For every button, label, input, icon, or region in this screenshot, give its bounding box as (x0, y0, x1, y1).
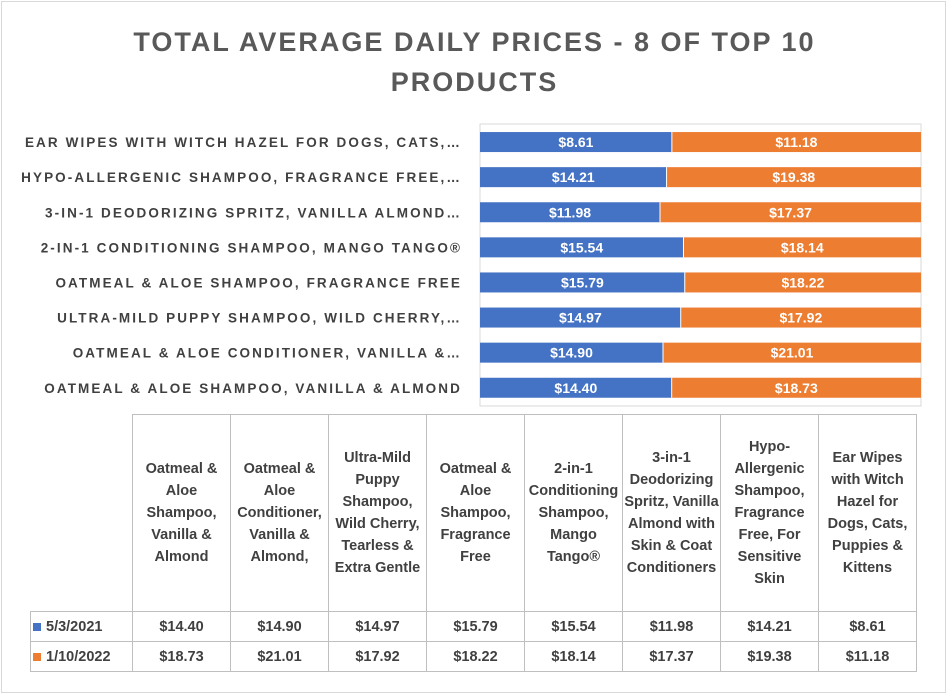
chart-title-text: TOTAL AVERAGE DAILY PRICES - 8 OF TOP 10… (133, 27, 816, 97)
table-cell: $14.97 (328, 611, 427, 642)
bar-series-1 (480, 377, 672, 398)
data-label: $19.38 (772, 169, 815, 185)
table-cell: $11.18 (818, 641, 917, 672)
table-cell: $8.61 (818, 611, 917, 642)
category-label: ULTRA-MILD PUPPY SHAMPOO, WILD CHERRY,… (57, 311, 462, 326)
table-cell: $17.92 (328, 641, 427, 672)
bar-series-1 (480, 307, 681, 328)
table-cell: $18.22 (426, 641, 525, 672)
data-label: $14.90 (550, 345, 593, 361)
legend-entry: 1/10/2022 (30, 641, 133, 672)
table-column-header: Ear Wipes with Witch Hazel for Dogs, Cat… (818, 414, 917, 612)
data-label: $14.97 (559, 310, 602, 326)
table-column-header: Ultra-Mild Puppy Shampoo, Wild Cherry, T… (328, 414, 427, 612)
table-column-header: Oatmeal & Aloe Conditioner, Vanilla & Al… (230, 414, 329, 612)
legend-swatch (33, 622, 41, 631)
legend-label: 1/10/2022 (46, 648, 111, 665)
table-column-header: 2-in-1 Conditioning Shampoo, Mango Tango… (524, 414, 623, 612)
table-corner (30, 414, 133, 612)
bar-series-2 (680, 307, 921, 328)
data-label: $8.61 (558, 134, 593, 150)
table-cell: $21.01 (230, 641, 329, 672)
bar-series-2 (660, 202, 921, 223)
category-label: 2-IN-1 CONDITIONING SHAMPOO, MANGO TANGO… (41, 240, 462, 255)
category-label: OATMEAL & ALOE CONDITIONER, VANILLA &… (73, 346, 462, 361)
data-label: $11.98 (549, 204, 591, 220)
table-row: 5/3/2021 $14.40 $14.90 $14.97 $15.79 $15.54 $1… (30, 611, 917, 642)
bar-series-1 (480, 132, 672, 153)
category-label: HYPO-ALLERGENIC SHAMPOO, FRAGRANCE FREE,… (21, 170, 462, 185)
legend-swatch (33, 652, 41, 661)
data-label: $21.01 (771, 345, 814, 361)
data-label: $17.92 (779, 310, 822, 326)
chart-title: TOTAL AVERAGE DAILY PRICES - 8 OF TOP 10… (0, 22, 949, 102)
table-column-header: Hypo-Allergenic Shampoo, Fragrance Free,… (720, 414, 819, 612)
bar-series-1 (480, 272, 685, 293)
category-label: 3-IN-1 DEODORIZING SPRITZ, VANILLA ALMON… (45, 205, 462, 220)
table-column-header: Oatmeal & Aloe Shampoo, Fragrance Free (426, 414, 525, 612)
table-header-row: Oatmeal & Aloe Shampoo, Vanilla & Almond… (30, 414, 917, 612)
table-cell: $17.37 (622, 641, 721, 672)
data-table: Oatmeal & Aloe Shampoo, Vanilla & Almond… (30, 414, 917, 672)
bar-series-1 (480, 237, 684, 258)
data-label: $11.18 (775, 134, 817, 150)
data-label: $18.73 (775, 380, 818, 396)
table-cell: $14.90 (230, 611, 329, 642)
table-cell: $14.40 (132, 611, 231, 642)
category-label: EAR WIPES WITH WITCH HAZEL FOR DOGS, CAT… (25, 135, 462, 150)
data-label: $15.54 (560, 239, 603, 255)
data-label: $14.21 (552, 169, 595, 185)
legend-label: 5/3/2021 (46, 618, 103, 635)
table-column-header: Oatmeal & Aloe Shampoo, Vanilla & Almond (132, 414, 231, 612)
data-label: $17.37 (769, 204, 812, 220)
bar-series-1 (480, 202, 661, 223)
bar-series-2 (684, 272, 921, 293)
table-column-header: 3-in-1 Deodorizing Spritz, Vanilla Almon… (622, 414, 721, 612)
category-label: OATMEAL & ALOE SHAMPOO, VANILLA & ALMOND (44, 381, 462, 396)
bar-series-2 (671, 132, 921, 153)
table-cell: $18.14 (524, 641, 623, 672)
table-cell: $15.54 (524, 611, 623, 642)
bar-series-2 (671, 377, 921, 398)
bar-series-2 (666, 167, 921, 188)
table-cell: $18.73 (132, 641, 231, 672)
data-label: $18.22 (781, 274, 824, 290)
data-label: $14.40 (554, 380, 597, 396)
table-row: 1/10/2022 $18.73 $21.01 $17.92 $18.22 $18.14 $… (30, 641, 917, 672)
data-label: $18.14 (781, 239, 824, 255)
bar-series-1 (480, 167, 667, 188)
bar-series-2 (662, 342, 921, 363)
table-cell: $15.79 (426, 611, 525, 642)
table-cell: $19.38 (720, 641, 819, 672)
category-label: OATMEAL & ALOE SHAMPOO, FRAGRANCE FREE (55, 275, 462, 290)
bar-series-1 (480, 342, 663, 363)
legend-entry: 5/3/2021 (30, 611, 133, 642)
table-cell: $14.21 (720, 611, 819, 642)
table-cell: $11.98 (622, 611, 721, 642)
data-label: $15.79 (561, 274, 604, 290)
plot-area (479, 123, 922, 407)
bar-series-2 (683, 237, 921, 258)
